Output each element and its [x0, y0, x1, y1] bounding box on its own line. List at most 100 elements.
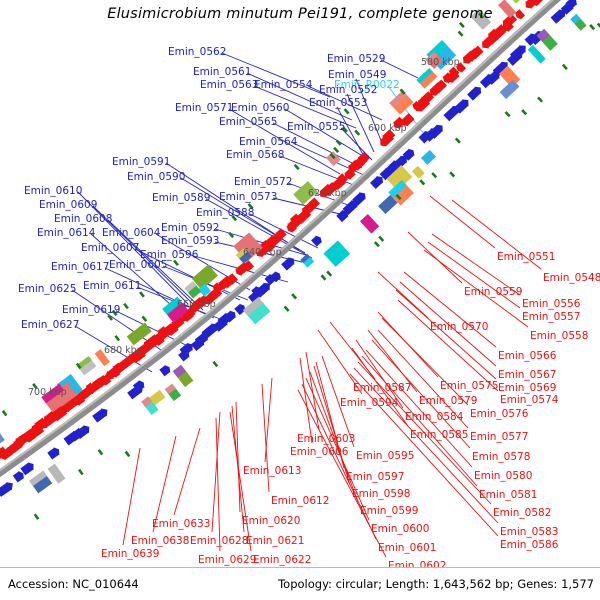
gene-label-Emin_0600[interactable]: Emin_0600	[371, 523, 430, 535]
gene-label-Emin_0603[interactable]: Emin_0603	[297, 433, 356, 445]
gene-label-Emin_0604[interactable]: Emin_0604	[102, 227, 161, 239]
genome-backbone-arc	[0, 0, 562, 478]
gene-box	[184, 281, 197, 293]
gene-label-Emin_0592[interactable]: Emin_0592	[161, 222, 220, 234]
gene-label-Emin_0576[interactable]: Emin_0576	[470, 408, 529, 420]
gene-label-Emin_0580[interactable]: Emin_0580	[474, 470, 533, 482]
leader-line-Emin_0552	[346, 93, 375, 153]
gene-label-Emin_0633[interactable]: Emin_0633	[152, 518, 211, 530]
gene-label-Emin_0588[interactable]: Emin_0588	[196, 207, 255, 219]
gene-label-Emin_0585[interactable]: Emin_0585	[410, 429, 469, 441]
gene-arrow	[0, 482, 13, 497]
gene-label-Emin_0586[interactable]: Emin_0586	[500, 539, 559, 551]
gene-label-Emin_0571[interactable]: Emin_0571	[175, 102, 234, 114]
gene-label-Emin_0554[interactable]: Emin_0554	[254, 79, 313, 91]
gene-label-Emin_0555[interactable]: Emin_0555	[287, 121, 346, 133]
gene-label-Emin_0564[interactable]: Emin_0564	[239, 136, 298, 148]
gene-label-Emin_0627[interactable]: Emin_0627	[21, 319, 80, 331]
gene-label-Emin_0573[interactable]: Emin_0573	[219, 191, 278, 203]
gene-arrow	[524, 33, 538, 46]
gene-label-Emin_0608[interactable]: Emin_0608	[54, 213, 113, 225]
gene-label-Emin_0587[interactable]: Emin_0587	[353, 382, 412, 394]
marker-tick	[326, 270, 333, 277]
gene-label-Emin_0559[interactable]: Emin_0559	[464, 286, 523, 298]
gene-label-Emin_0595[interactable]: Emin_0595	[356, 450, 415, 462]
gene-label-Emin_0597[interactable]: Emin_0597	[346, 471, 405, 483]
gene-label-Emin_0611[interactable]: Emin_0611	[83, 280, 142, 292]
gene-label-Emin_0582[interactable]: Emin_0582	[493, 507, 552, 519]
gene-label-Emin_0567[interactable]: Emin_0567	[498, 369, 557, 381]
gene-label-Emin_0561[interactable]: Emin_0561	[193, 66, 252, 78]
leader-line-Emin_0595	[321, 355, 355, 448]
accession-text: Accession: NC_010644	[8, 577, 139, 591]
gene-label-Emin_0529[interactable]: Emin_0529	[327, 53, 386, 65]
gene-label-Emin_0568[interactable]: Emin_0568	[226, 149, 285, 161]
gene-arrow	[525, 0, 540, 9]
gene-label-Emin_0614[interactable]: Emin_0614	[37, 227, 96, 239]
gene-label-Emin_0560[interactable]: Emin_0560	[231, 102, 290, 114]
gene-label-Emin_0617[interactable]: Emin_0617	[51, 261, 110, 273]
gene-label-Emin_0556[interactable]: Emin_0556	[522, 298, 581, 310]
gene-box	[378, 194, 398, 215]
gene-label-Emin_0565[interactable]: Emin_0565	[219, 116, 278, 128]
gene-label-Emin_0575[interactable]: Emin_0575	[440, 380, 499, 392]
gene-label-Emin_0577[interactable]: Emin_0577	[470, 431, 529, 443]
gene-label-Emin_0629[interactable]: Emin_0629	[198, 554, 257, 566]
gene-label-Emin_0609[interactable]: Emin_0609	[39, 199, 98, 211]
gene-label-Emin_0566[interactable]: Emin_0566	[498, 350, 557, 362]
gene-label-Emin_0612[interactable]: Emin_0612	[271, 495, 330, 507]
gene-label-Emin_0619[interactable]: Emin_0619	[62, 304, 121, 316]
gene-label-Emin_0578[interactable]: Emin_0578	[472, 451, 531, 463]
gene-label-Emin_0552[interactable]: Emin_0552	[319, 84, 378, 96]
gene-label-Emin_0599[interactable]: Emin_0599	[360, 505, 419, 517]
gene-label-Emin_0598[interactable]: Emin_0598	[352, 488, 411, 500]
gene-label-Emin_0589[interactable]: Emin_0589	[152, 192, 211, 204]
gene-label-Emin_0602[interactable]: Emin_0602	[388, 560, 447, 572]
gene-arrow	[178, 349, 190, 362]
gene-label-Emin_0572[interactable]: Emin_0572	[234, 176, 293, 188]
gene-label-Emin_R0022[interactable]: Emin_R0022	[334, 79, 400, 91]
gene-label-Emin_0557[interactable]: Emin_0557	[522, 311, 581, 323]
gene-arrow	[286, 222, 297, 233]
gene-label-Emin_0549[interactable]: Emin_0549	[328, 69, 387, 81]
gene-label-Emin_0625[interactable]: Emin_0625	[18, 283, 77, 295]
gene-label-Emin_0594[interactable]: Emin_0594	[340, 397, 399, 409]
gene-label-Emin_0562[interactable]: Emin_0562	[168, 46, 227, 58]
gene-label-Emin_0638[interactable]: Emin_0638	[131, 535, 190, 547]
gene-label-Emin_0591[interactable]: Emin_0591	[112, 156, 171, 168]
gene-label-Emin_0610[interactable]: Emin_0610	[24, 185, 83, 197]
gene-label-Emin_0558[interactable]: Emin_0558	[530, 330, 589, 342]
marker-tick	[457, 30, 464, 37]
gene-label-Emin_0620[interactable]: Emin_0620	[242, 515, 301, 527]
gene-label-Emin_0574[interactable]: Emin_0574	[500, 394, 559, 406]
gene-label-Emin_0590[interactable]: Emin_0590	[127, 171, 186, 183]
gene-label-Emin_0606[interactable]: Emin_0606	[290, 446, 349, 458]
gene-label-Emin_0569[interactable]: Emin_0569	[498, 382, 557, 394]
gene-label-Emin_0621[interactable]: Emin_0621	[246, 535, 305, 547]
gene-box	[94, 349, 105, 359]
gene-label-Emin_0570[interactable]: Emin_0570	[430, 321, 489, 333]
gene-label-Emin_0551[interactable]: Emin_0551	[497, 251, 556, 263]
marker-tick	[114, 334, 121, 342]
gene-label-Emin_0607[interactable]: Emin_0607	[81, 242, 140, 254]
marker-tick	[395, 193, 402, 201]
leader-line-Emin_0555	[340, 127, 373, 161]
gene-label-Emin_0581[interactable]: Emin_0581	[479, 489, 538, 501]
gene-label-Emin_0553[interactable]: Emin_0553	[309, 97, 368, 109]
gene-label-Emin_0579[interactable]: Emin_0579	[419, 395, 478, 407]
gene-label-Emin_0605[interactable]: Emin_0605	[109, 259, 168, 271]
gene-label-Emin_0639[interactable]: Emin_0639	[101, 548, 160, 560]
gene-label-Emin_0622[interactable]: Emin_0622	[253, 554, 312, 566]
gene-label-Emin_0628[interactable]: Emin_0628	[190, 535, 249, 547]
gene-label-Emin_0593[interactable]: Emin_0593	[161, 235, 220, 247]
gene-label-Emin_0601[interactable]: Emin_0601	[378, 542, 437, 554]
gene-label-Emin_0548[interactable]: Emin_0548	[543, 272, 600, 284]
gene-label-Emin_0584[interactable]: Emin_0584	[405, 411, 464, 423]
gene-label-Emin_0563[interactable]: Emin_0563	[200, 79, 259, 91]
gene-label-Emin_0596[interactable]: Emin_0596	[140, 249, 199, 261]
leader-line-Emin_0549	[355, 78, 383, 144]
leader-line-Emin_0554	[307, 85, 383, 121]
gene-label-Emin_0613[interactable]: Emin_0613	[243, 465, 302, 477]
gene-label-Emin_0583[interactable]: Emin_0583	[500, 526, 559, 538]
leader-line-Emin_0580	[365, 349, 473, 468]
